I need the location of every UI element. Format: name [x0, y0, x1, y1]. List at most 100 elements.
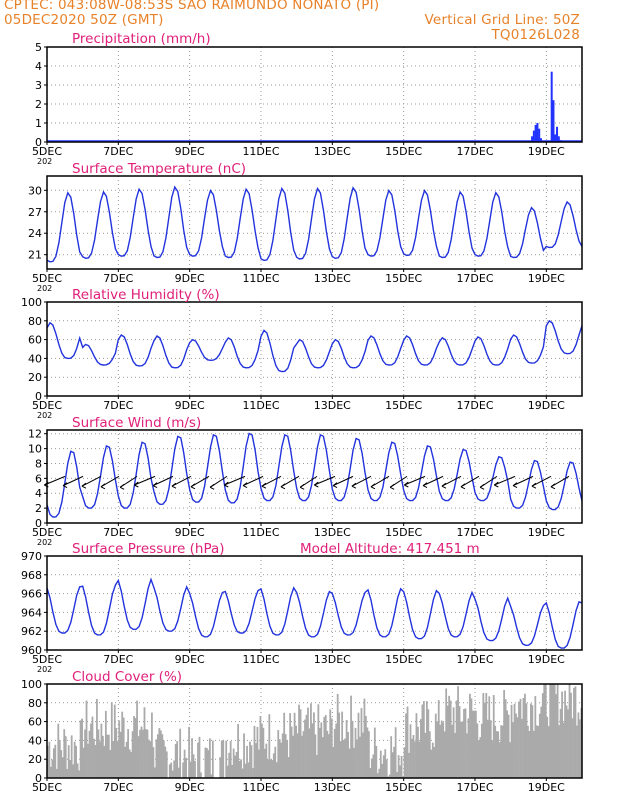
- x-tick-label: 7DEC: [103, 145, 133, 158]
- cloud-bar: [51, 759, 54, 778]
- cloud-bar: [498, 742, 501, 778]
- cloud-bar: [265, 743, 268, 778]
- panel-pres: [44, 555, 583, 653]
- cloud-bar: [277, 730, 280, 778]
- cloud-bar: [518, 701, 520, 778]
- cloud-bar: [329, 709, 332, 778]
- wind-arrow-head: [441, 482, 447, 489]
- cloud-bar: [375, 745, 378, 778]
- cloud-bar: [54, 744, 57, 778]
- cloud-bar: [127, 729, 130, 778]
- precip-bar: [554, 134, 557, 142]
- cloud-bar: [414, 741, 416, 778]
- year-fragment: 202: [37, 665, 52, 674]
- cloud-bar: [396, 772, 399, 778]
- cloud-bar: [298, 704, 300, 778]
- y-tick-label: 0: [35, 517, 42, 530]
- panel-wind: [44, 429, 583, 526]
- cloud-bar: [351, 720, 354, 778]
- cloud-bar: [262, 727, 265, 778]
- wind-arrow-head: [351, 482, 357, 489]
- cloud-bar: [220, 740, 223, 778]
- x-tick-label: 15DEC: [385, 781, 422, 794]
- wind-arrow-head: [134, 481, 139, 488]
- cloud-bar: [347, 732, 349, 778]
- wind-arrow: [44, 475, 66, 486]
- cloud-bar: [271, 760, 274, 778]
- cloud-bar: [88, 730, 91, 778]
- cloud-bar: [293, 712, 296, 778]
- cloud-bar: [368, 731, 370, 778]
- x-tick-label: 7DEC: [103, 653, 133, 666]
- y-tick-label: 966: [21, 588, 42, 601]
- cloud-bar: [206, 748, 208, 778]
- cloud-bar: [442, 722, 445, 778]
- x-tick-label: 17DEC: [456, 399, 493, 412]
- cloud-bar: [304, 719, 306, 778]
- wind-arrow: [152, 475, 174, 487]
- y-tick-label: 2: [35, 98, 42, 111]
- cloud-bar: [489, 720, 492, 778]
- cloud-bar: [345, 720, 348, 778]
- panel-title-pres: Surface Pressure (hPa): [72, 541, 225, 557]
- cloud-bar: [570, 692, 572, 778]
- wind-arrow-head: [171, 482, 177, 489]
- cloud-bar: [110, 702, 113, 778]
- cloud-bar: [91, 716, 94, 778]
- cloud-bar: [466, 733, 468, 778]
- cloud-bar: [381, 763, 384, 778]
- x-tick-label: 9DEC: [175, 653, 205, 666]
- cloud-bar: [143, 707, 146, 778]
- cloud-bar: [122, 717, 125, 778]
- x-tick-label: 19DEC: [528, 145, 565, 158]
- cloud-bar: [57, 723, 60, 778]
- station-header: CPTEC: 043:08W-08:53S SAO RAIMUNDO NONAT…: [4, 0, 380, 13]
- y-tick-label: 0: [35, 390, 42, 403]
- cloud-bar: [136, 700, 138, 778]
- series-line-rh: [47, 319, 582, 373]
- cloud-bar: [78, 770, 80, 778]
- panel-temp: [44, 175, 583, 272]
- y-tick-label: 27: [28, 206, 42, 219]
- wind-arrow: [314, 475, 336, 486]
- cloud-bar: [561, 691, 563, 778]
- cloud-bar: [112, 741, 115, 778]
- wind-arrow: [351, 475, 372, 487]
- cloud-bar: [399, 765, 401, 778]
- cloud-bar: [433, 746, 436, 778]
- cloud-bar: [458, 706, 461, 778]
- cloud-bar: [550, 684, 553, 778]
- cloud-bar: [405, 713, 407, 778]
- y-tick-label: 4: [35, 487, 42, 500]
- cloud-bar: [290, 726, 293, 778]
- cloud-bar: [66, 768, 69, 778]
- y-tick-label: 60: [28, 334, 42, 347]
- wind-arrow-head: [512, 482, 518, 489]
- cloud-bar: [60, 750, 63, 778]
- cloud-bar: [121, 711, 124, 778]
- cloud-bar: [173, 760, 176, 778]
- y-tick-label: 970: [21, 550, 42, 563]
- y-tick-label: 6: [35, 472, 42, 485]
- cloud-bar: [406, 706, 409, 778]
- cloud-bar: [75, 745, 78, 778]
- cloud-bar: [320, 722, 323, 778]
- cloud-bar: [133, 716, 135, 778]
- panel-frame: [46, 429, 583, 524]
- cloud-bar: [237, 724, 240, 778]
- cloud-bar: [170, 762, 173, 778]
- cloud-bar: [318, 727, 321, 778]
- y-tick-label: 24: [28, 227, 42, 240]
- cloud-bar: [266, 759, 269, 778]
- cloud-bar: [232, 748, 235, 778]
- cloud-bar: [385, 759, 388, 778]
- cloud-bar: [359, 736, 361, 778]
- panel-title-wind: Surface Wind (m/s): [72, 415, 201, 431]
- cloud-bar: [315, 754, 318, 778]
- cloud-bar: [558, 725, 561, 778]
- cloud-bar: [252, 768, 254, 778]
- wind-arrow: [332, 475, 354, 487]
- wind-arrow: [441, 475, 462, 487]
- x-tick-label: 13DEC: [314, 272, 351, 285]
- cloud-bar: [543, 684, 546, 778]
